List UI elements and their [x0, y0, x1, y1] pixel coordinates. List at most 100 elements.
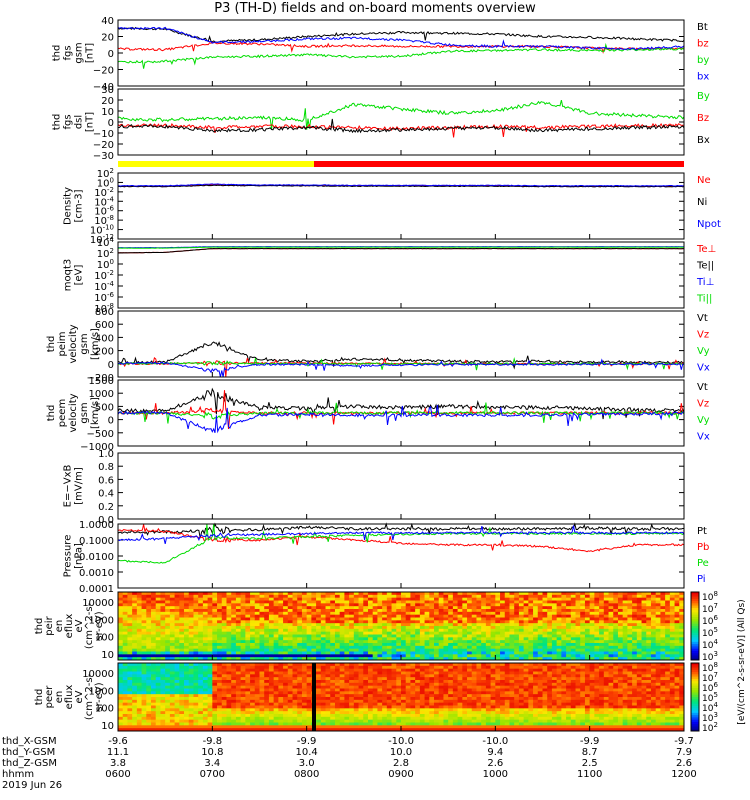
spec-cell — [627, 651, 633, 655]
spec-cell — [146, 620, 152, 624]
spec-cell — [622, 657, 628, 661]
spec-cell — [146, 711, 152, 715]
spec-cell — [382, 668, 388, 672]
spec-cell — [122, 606, 128, 610]
spec-cell — [212, 682, 218, 687]
spec-cell — [476, 640, 482, 644]
spec-cell — [467, 725, 473, 729]
spec-cell — [316, 645, 322, 650]
spec-cell — [429, 651, 435, 655]
spec-cell — [292, 668, 298, 672]
spec-cell — [141, 643, 147, 647]
spec-cell — [217, 634, 223, 638]
spec-cell — [391, 611, 397, 616]
spec-cell — [650, 620, 657, 624]
spec-cell — [283, 594, 289, 599]
spec-cell — [193, 614, 199, 618]
spec-cell — [344, 711, 350, 715]
spec-cell — [627, 606, 633, 610]
spec-cell — [136, 640, 142, 644]
spec-cell — [268, 640, 275, 644]
spec-cell — [594, 657, 600, 661]
spec-cell — [457, 637, 463, 641]
spec-cell — [188, 600, 194, 604]
spec-cell — [613, 609, 619, 613]
spec-cell — [179, 611, 185, 616]
spec-cell — [334, 606, 341, 610]
spec-cell — [415, 631, 421, 635]
spec-cell — [278, 716, 284, 721]
spec-cell — [334, 699, 341, 704]
colorbar-cell — [691, 598, 699, 602]
spec-cell — [273, 640, 279, 644]
spec-cell — [169, 697, 175, 701]
spec-cell — [160, 728, 166, 732]
spec-cell — [674, 600, 680, 604]
spec-cell — [419, 606, 425, 610]
spec-cell — [254, 665, 260, 670]
spec-cell — [283, 711, 289, 715]
spec-cell — [674, 640, 680, 644]
spec-cell — [287, 628, 293, 633]
spec-cell — [155, 594, 161, 599]
spec-cell — [344, 680, 350, 684]
spec-cell — [566, 640, 572, 644]
legend-vy: Vy — [697, 346, 710, 357]
spec-cell — [377, 654, 383, 658]
spec-cell — [457, 719, 463, 723]
spec-cell — [141, 637, 147, 641]
spec-cell — [339, 634, 345, 638]
spec-cell — [136, 697, 142, 701]
spec-cell — [660, 640, 666, 644]
spec-cell — [264, 680, 270, 684]
spec-cell — [363, 691, 369, 695]
spec-cell — [504, 620, 510, 624]
spec-cell — [424, 725, 430, 729]
spec-cell — [438, 685, 444, 689]
spec-cell — [297, 691, 303, 695]
spec-cell — [127, 657, 133, 661]
spec-cell — [278, 711, 284, 715]
spec-cell — [481, 657, 487, 661]
spec-cell — [254, 677, 260, 681]
ylabel-line: (cm^2-s- — [84, 602, 95, 649]
spec-cell — [240, 674, 246, 678]
spec-cell — [358, 680, 364, 684]
spec-cell — [353, 631, 359, 635]
spec-cell — [235, 623, 242, 627]
mode-bar-fast — [314, 161, 684, 167]
spec-cell — [339, 691, 345, 695]
spec-cell — [160, 643, 166, 647]
spec-cell — [301, 714, 308, 718]
spec-cell — [438, 626, 444, 630]
spec-cell — [396, 637, 402, 641]
spec-cell — [301, 719, 308, 723]
spec-cell — [533, 643, 539, 647]
spec-cell — [221, 705, 227, 709]
spec-cell — [471, 620, 477, 624]
spec-cell — [650, 626, 657, 630]
spec-cell — [391, 674, 397, 678]
spec-cell — [179, 694, 185, 698]
spec-cell — [641, 651, 647, 655]
spec-cell — [438, 697, 444, 701]
spec-cell — [320, 609, 326, 613]
spec-cell — [523, 592, 529, 596]
spec-cell — [528, 614, 534, 618]
spec-cell — [589, 617, 595, 621]
spec-cell — [603, 645, 609, 650]
spec-cell — [316, 708, 322, 712]
spec-cell — [301, 680, 308, 684]
spec-cell — [122, 640, 128, 644]
spec-cell — [353, 697, 359, 701]
spec-cell — [419, 634, 425, 638]
spec-cell — [367, 617, 374, 621]
spec-cell — [179, 719, 185, 723]
series-line-vt — [117, 387, 685, 420]
spec-cell — [151, 645, 157, 650]
spec-cell — [636, 628, 642, 633]
spec-cell — [391, 708, 397, 712]
spec-cell — [259, 657, 265, 661]
spec-cell — [184, 623, 190, 627]
spec-cell — [617, 603, 624, 607]
